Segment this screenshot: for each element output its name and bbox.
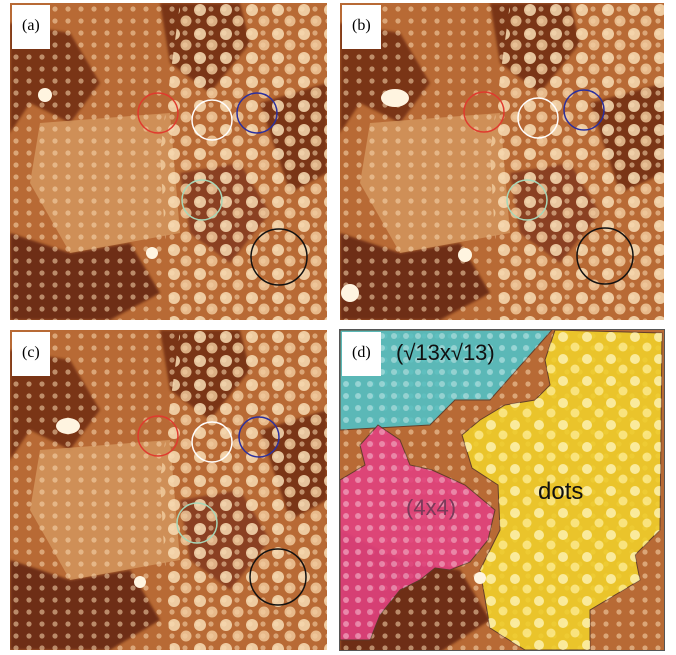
black-circle-marker xyxy=(250,228,308,286)
red-circle-marker xyxy=(463,91,505,133)
four-by-four-label: (4x4) xyxy=(406,495,457,520)
panel-label-b: (b) xyxy=(342,5,381,49)
stm-image-c xyxy=(10,330,327,650)
stm-panel-c: (c) xyxy=(10,330,327,650)
stm-panel-d: (d) (√13x√13) (4x4) dots xyxy=(339,329,665,651)
white-circle-marker xyxy=(191,421,233,463)
red-circle-marker xyxy=(137,415,179,457)
green-circle-marker xyxy=(181,179,223,221)
panel-label-c: (c) xyxy=(12,332,50,376)
white-circle-marker xyxy=(191,99,233,141)
black-circle-marker xyxy=(249,548,307,606)
stm-panel-a: (a) xyxy=(10,3,327,320)
blue-circle-marker xyxy=(236,92,278,134)
stm-image-d xyxy=(340,330,664,650)
panel-label-d: (d) xyxy=(342,332,381,376)
blue-circle-marker xyxy=(238,416,280,458)
stm-image-b xyxy=(340,3,664,320)
white-circle-marker xyxy=(517,97,559,139)
green-circle-marker xyxy=(506,179,548,221)
panel-label-a: (a) xyxy=(12,5,50,49)
stm-image-a xyxy=(10,3,327,320)
blue-circle-marker xyxy=(563,89,605,131)
red-circle-marker xyxy=(137,92,179,134)
stm-panel-b: (b) xyxy=(340,3,664,320)
black-circle-marker xyxy=(576,227,634,285)
sqrt13-label: (√13x√13) xyxy=(396,340,495,365)
dots-label: dots xyxy=(538,478,584,505)
green-circle-marker xyxy=(176,502,218,544)
